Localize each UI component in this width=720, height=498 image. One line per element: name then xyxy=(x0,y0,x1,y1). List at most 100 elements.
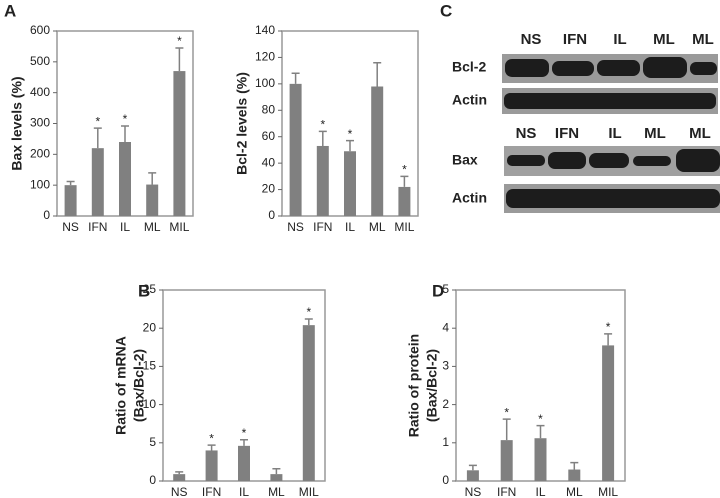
lane-label: IL xyxy=(613,31,626,48)
significance-mark: * xyxy=(177,34,182,48)
x-tick-label: NS xyxy=(171,485,188,498)
bar xyxy=(238,445,250,481)
x-tick-label: NS xyxy=(62,220,79,234)
y-tick-label: 80 xyxy=(262,102,276,116)
lane-label: ML xyxy=(644,125,666,142)
bar xyxy=(119,142,131,216)
x-tick-label: IFN xyxy=(202,485,221,498)
significance-mark: * xyxy=(348,127,353,141)
x-tick-label: MIL xyxy=(299,485,319,498)
western-blot: NS IFN IL ML ML Bcl-2 Actin NS IFN IL ML… xyxy=(452,31,720,213)
significance-mark: * xyxy=(242,426,247,440)
bar xyxy=(64,185,77,216)
bar xyxy=(500,440,513,481)
lane-label: ML xyxy=(689,125,711,142)
panel-label: D xyxy=(432,281,444,300)
x-tick-label: IFN xyxy=(88,220,107,234)
panel-label: B xyxy=(138,281,150,300)
x-tick-label: IL xyxy=(535,485,545,498)
lane-label: NS xyxy=(516,125,537,142)
error-bar xyxy=(291,72,300,84)
y-tick-label: 2 xyxy=(442,397,449,411)
y-tick-label: 0 xyxy=(43,208,50,222)
y-tick-label: 600 xyxy=(30,23,50,37)
x-tick-label: NS xyxy=(287,220,304,234)
lane-label: IFN xyxy=(555,125,579,142)
row-label: Actin xyxy=(452,92,487,108)
x-tick-label: ML xyxy=(144,220,161,234)
error-bar xyxy=(121,125,129,142)
y-tick-label: 400 xyxy=(30,85,50,99)
y-tick-label: 5 xyxy=(149,435,156,449)
error-bar xyxy=(175,47,184,72)
significance-mark: * xyxy=(606,320,611,334)
y-tick-label: 4 xyxy=(442,320,449,334)
y-tick-label: 60 xyxy=(262,129,276,143)
y-tick-label: 1 xyxy=(442,435,449,449)
bar xyxy=(302,325,315,481)
error-bar xyxy=(175,471,184,475)
x-tick-label: IL xyxy=(345,220,355,234)
x-tick-label: IFN xyxy=(313,220,332,234)
significance-mark: * xyxy=(504,405,509,419)
y-tick-label: 200 xyxy=(30,147,50,161)
y-tick-label: 3 xyxy=(442,359,449,373)
y-tick-label: 0 xyxy=(268,208,275,222)
y-axis-label: Bcl-2 levels (%) xyxy=(234,72,250,175)
bar xyxy=(534,438,547,481)
row-label: Bax xyxy=(452,152,478,168)
x-tick-label: IL xyxy=(239,485,249,498)
y-axis-label: Ratio of mRNA xyxy=(113,336,129,435)
x-tick-label: ML xyxy=(566,485,583,498)
y-tick-label: 0 xyxy=(442,473,449,487)
y-tick-label: 100 xyxy=(30,177,50,191)
y-tick-label: 100 xyxy=(255,76,275,90)
y-tick-label: 120 xyxy=(255,50,275,64)
y-axis-label: Ratio of protein xyxy=(406,334,422,437)
y-tick-label: 10 xyxy=(143,397,157,411)
x-tick-label: MIL xyxy=(169,220,189,234)
y-tick-label: 500 xyxy=(30,54,50,68)
bar xyxy=(371,86,384,216)
error-bar xyxy=(66,180,75,186)
x-tick-label: MIL xyxy=(598,485,618,498)
error-bar xyxy=(93,127,102,149)
significance-mark: * xyxy=(209,431,214,445)
error-bar xyxy=(272,468,281,475)
error-bar xyxy=(604,333,613,346)
lane-label: ML xyxy=(692,31,714,48)
significance-mark: * xyxy=(123,112,128,126)
bar xyxy=(146,184,159,216)
significance-mark: * xyxy=(320,118,325,132)
x-tick-label: IL xyxy=(120,220,130,234)
x-tick-label: ML xyxy=(268,485,285,498)
bar xyxy=(316,145,329,216)
error-bar xyxy=(148,172,157,185)
significance-mark: * xyxy=(538,412,543,426)
error-bar xyxy=(502,418,511,441)
error-bar xyxy=(536,424,545,439)
y-tick-label: 0 xyxy=(149,473,156,487)
y-tick-label: 25 xyxy=(143,282,157,296)
y-tick-label: 15 xyxy=(143,359,157,373)
bar xyxy=(568,469,581,481)
y-tick-label: 20 xyxy=(143,320,157,334)
x-tick-label: MIL xyxy=(394,220,414,234)
row-label: Bcl-2 xyxy=(452,59,486,75)
lane-label: IL xyxy=(608,125,621,142)
significance-mark: * xyxy=(306,305,311,319)
bar xyxy=(602,345,615,481)
error-bar xyxy=(346,139,354,152)
bar xyxy=(173,474,186,481)
error-bar xyxy=(400,175,409,187)
y-tick-label: 300 xyxy=(30,116,50,130)
y-axis-label: (Bax/Bcl-2) xyxy=(131,349,147,422)
bar xyxy=(205,450,218,481)
error-bar xyxy=(570,461,579,470)
error-bar xyxy=(240,438,248,446)
bar xyxy=(344,151,356,216)
y-tick-label: 20 xyxy=(262,182,276,196)
bar xyxy=(466,470,479,481)
y-axis-label: Bax levels (%) xyxy=(9,76,25,170)
bar xyxy=(173,71,186,216)
